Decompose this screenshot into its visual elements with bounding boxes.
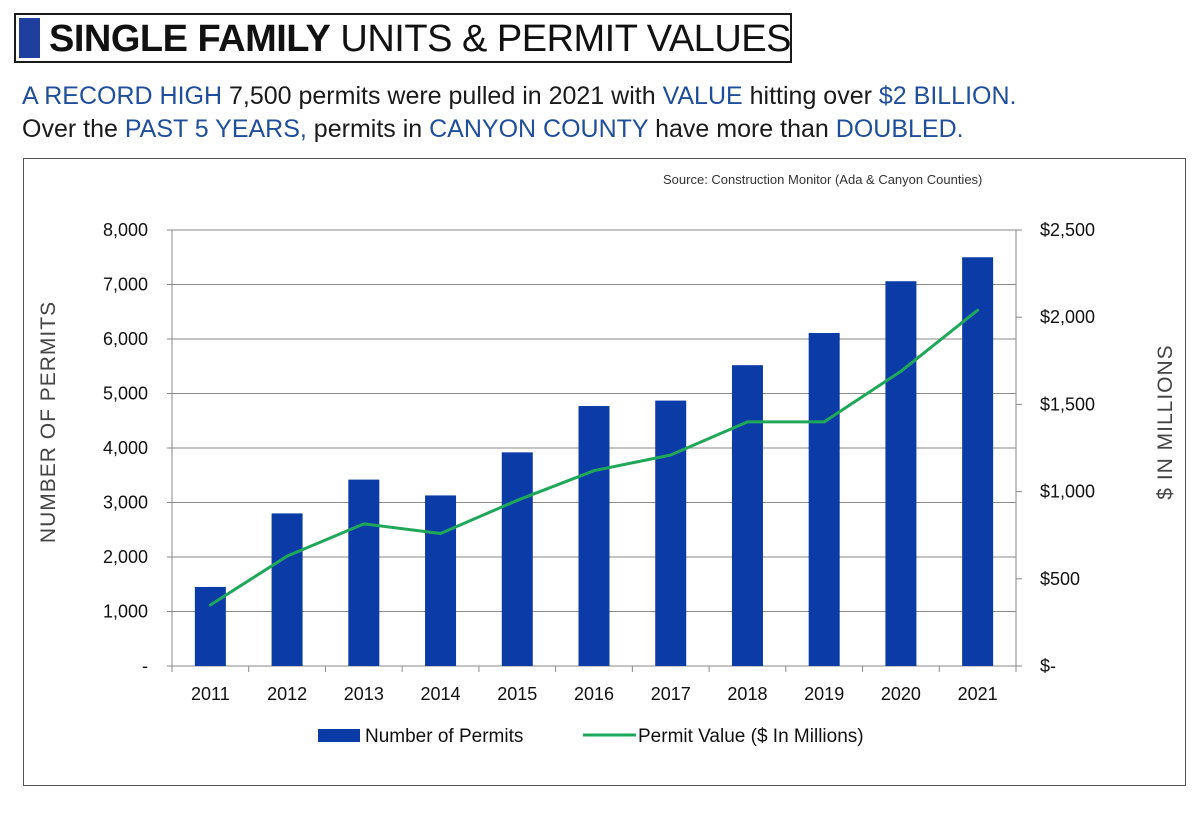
permit-value-point-2013 [362,522,366,526]
y-right-tick-label: $- [1040,656,1056,676]
legend-bar-swatch [318,729,360,742]
permit-value-point-2011 [208,603,212,607]
bar-2016 [578,406,610,666]
y-tick-label: 4,000 [103,438,148,458]
x-tick-label: 2021 [958,684,998,704]
bar-2018 [731,365,763,666]
permit-value-point-2017 [669,453,673,457]
x-tick-label: 2019 [804,684,844,704]
subtitle-line1-segment: A RECORD HIGH [22,82,223,110]
permit-value-point-2012 [285,554,289,558]
bar-2015 [501,452,533,666]
subtitle-line-1: A RECORD HIGH 7,500 permits were pulled … [22,81,1016,111]
y-tick-label: 2,000 [103,547,148,567]
x-tick-label: 2015 [497,684,537,704]
title-bold: SINGLE FAMILY [49,18,331,60]
subtitle-line1-segment: 7,500 permits were pulled in 2021 with [222,82,663,110]
x-tick-label: 2018 [727,684,767,704]
bar-2021 [962,257,994,666]
chart-frame [23,158,1186,786]
y-tick-label: 6,000 [103,329,148,349]
permit-value-point-2015 [515,498,519,502]
subtitle-line2-segment: DOUBLED. [835,115,964,143]
y-axis-title: NUMBER OF PERMITS [37,301,60,543]
bar-2020 [885,281,917,666]
subtitle-line2-segment: PAST 5 YEARS, [124,115,307,143]
x-tick-label: 2013 [344,684,384,704]
legend-line-label: Permit Value ($ In Millions) [638,726,864,747]
y-right-tick-label: $500 [1040,569,1080,589]
x-tick-label: 2017 [651,684,691,704]
y-tick-label: 3,000 [103,493,148,513]
subtitle-line-2: Over the PAST 5 YEARS, permits in CANYON… [22,114,964,144]
y-right-tick-label: $2,500 [1040,220,1095,240]
subtitle-line1-segment: VALUE [662,82,743,110]
permit-value-point-2020 [899,369,903,373]
permit-value-point-2016 [592,469,596,473]
bar-2012 [271,513,303,666]
subtitle-line2-segment: Over the [22,115,125,143]
title-light: UNITS & PERMIT VALUES [340,18,791,60]
y-tick-label: 8,000 [103,220,148,240]
x-tick-label: 2014 [421,684,461,704]
permit-value-point-2019 [822,420,826,424]
bar-2014 [425,495,457,666]
y-tick-label: 1,000 [103,602,148,622]
legend-bar-label: Number of Permits [365,726,523,747]
page-title: SINGLE FAMILY UNITS & PERMIT VALUES [49,19,791,59]
y-tick-label: - [142,656,148,676]
subtitle-line1-segment: $2 BILLION. [878,82,1017,110]
bar-2013 [348,479,380,666]
title-accent-bar [19,18,40,58]
x-tick-label: 2012 [267,684,307,704]
x-tick-label: 2016 [574,684,614,704]
y-tick-label: 5,000 [103,384,148,404]
bar-2019 [808,333,840,666]
subtitle-line2-segment: permits in [306,115,430,143]
permit-value-point-2021 [976,308,980,312]
y-right-tick-label: $1,000 [1040,482,1095,502]
y-right-tick-label: $1,500 [1040,394,1095,414]
y-right-axis-title: $ IN MILLIONS [1154,344,1177,499]
subtitle-line2-segment: have more than [648,115,836,143]
bar-2017 [655,400,687,666]
subtitle-line1-segment: hitting over [742,82,879,110]
y-tick-label: 7,000 [103,275,148,295]
subtitle-line2-segment: CANYON COUNTY [429,115,649,143]
x-tick-label: 2011 [191,684,230,704]
source-note: Source: Construction Monitor (Ada & Cany… [663,172,983,187]
y-right-tick-label: $2,000 [1040,307,1095,327]
permit-value-point-2018 [745,420,749,424]
x-tick-label: 2020 [881,684,921,704]
permit-value-point-2014 [439,531,443,535]
title-box: SINGLE FAMILY UNITS & PERMIT VALUES [14,13,792,63]
